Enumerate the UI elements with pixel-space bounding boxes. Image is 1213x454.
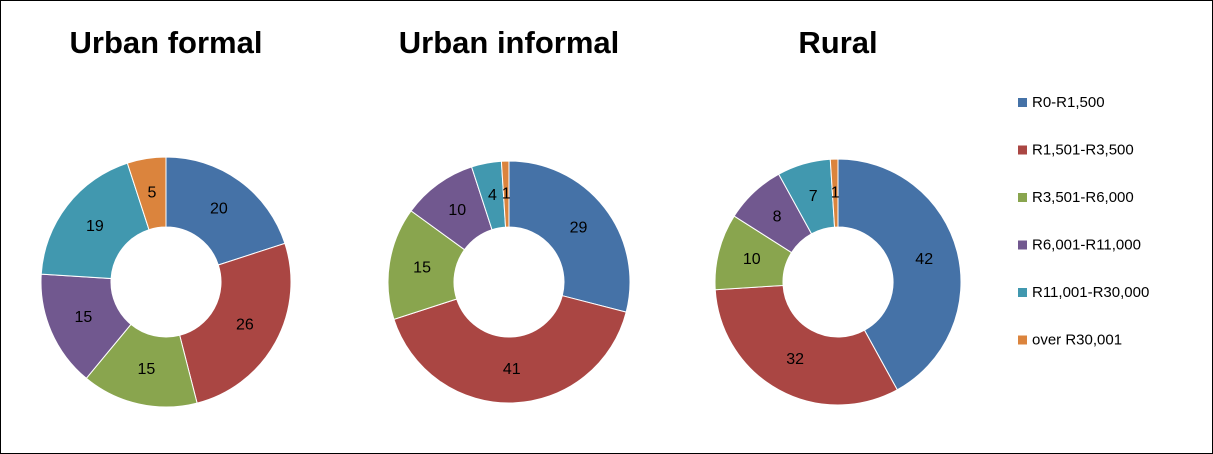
legend-swatch [1018,335,1027,345]
donut-slice [829,158,839,228]
chart-title: Urban formal [70,25,263,60]
donut-slice [126,156,167,231]
data-label: 26 [236,317,254,334]
legend-label: over R30,001 [1032,331,1122,348]
donut-slice [40,162,150,280]
legend-swatch [1018,240,1027,250]
donut-slice [500,160,510,228]
data-label: 5 [147,184,156,201]
data-label: 20 [210,200,228,217]
legend-swatch [1018,98,1027,107]
donut-slice [179,242,292,404]
donut-slice [393,295,627,404]
data-label: 1 [831,184,840,201]
donut-slice [837,158,962,391]
legend-swatch [1018,193,1027,202]
data-label: 15 [413,259,431,276]
data-label: 10 [448,202,466,219]
legend-label: R3,501-R6,000 [1032,189,1134,206]
legend-label: R6,001-R11,000 [1032,236,1141,253]
data-label: 4 [488,187,497,204]
data-label: 1 [502,185,511,202]
legend-swatch [1018,288,1027,297]
data-label: 41 [503,361,521,378]
donut-slice [714,284,898,406]
legend-label: R0-R1,500 [1032,94,1105,111]
data-label: 15 [75,309,93,326]
legend-swatch [1018,145,1027,155]
donut-slice [165,156,286,266]
legend-label: R11,001-R30,000 [1032,284,1149,301]
chart-title: Rural [798,25,877,60]
data-label: 10 [743,251,761,268]
legend-label: R1,501-R3,500 [1032,141,1134,158]
data-label: 7 [809,188,818,205]
data-label: 19 [86,218,104,235]
data-label: 15 [137,361,155,378]
data-label: 32 [786,351,804,368]
donut-slice [508,160,631,313]
data-label: 29 [570,219,588,236]
data-label: 42 [915,251,933,268]
chart-title: Urban informal [399,25,619,60]
data-label: 8 [773,208,782,225]
